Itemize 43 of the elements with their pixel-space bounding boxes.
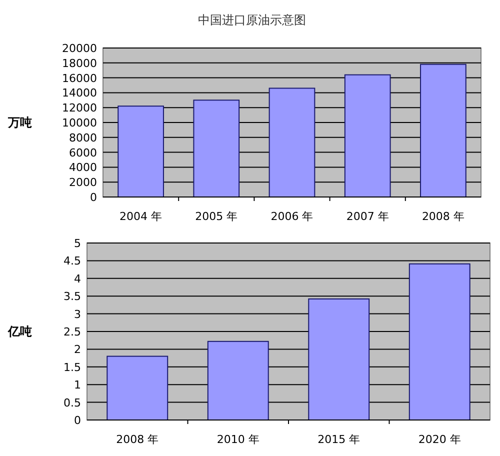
y-axis-title: 万吨 [7,116,32,130]
x-tick-label: 2005 年 [195,210,238,223]
bar [193,100,240,198]
bar [420,64,466,198]
x-tick-label: 2020 年 [418,433,461,446]
y-tick-label: 0.5 [64,396,81,410]
x-tick-label: 2010 年 [216,433,260,446]
chart-title: 中国进口原油示意图 [198,13,306,27]
bar [408,263,470,420]
y-tick-label: 4000 [69,161,97,174]
x-tick-label: 2006 年 [270,210,314,223]
y-tick-label: 0 [74,414,81,427]
x-tick-label: 2007 年 [346,210,389,223]
bar [344,74,391,198]
y-tick-label: 12000 [62,102,97,115]
y-tick-label: 3.5 [64,290,81,304]
y-tick-label: 10000 [62,116,97,130]
y-tick-label: 8000 [69,131,97,144]
y-tick-label: 20000 [62,42,97,55]
bar [207,340,269,420]
bar [268,88,316,198]
y-tick-label: 0 [90,191,97,204]
x-tick-label: 2008 年 [116,433,159,446]
bar [106,356,168,420]
y-tick-label: 4 [74,272,81,286]
y-tick-label: 3 [74,308,81,321]
y-tick-label: 1 [74,378,81,392]
y-tick-label: 5 [74,237,81,250]
bar [118,106,164,198]
bar [308,298,370,420]
y-axis-title: 亿吨 [7,324,32,338]
y-tick-label: 14000 [62,86,97,100]
y-tick-label: 18000 [62,56,97,70]
y-tick-label: 2.5 [64,326,81,338]
x-tick-label: 2004 年 [120,210,162,223]
y-tick-label: 16000 [62,72,97,85]
y-tick-label: 6000 [69,146,97,160]
y-tick-label: 2000 [69,176,97,190]
y-tick-label: 1.5 [64,360,81,374]
x-tick-label: 2008 年 [422,210,464,223]
y-tick-label: 4.5 [64,254,81,268]
y-tick-label: 2 [74,343,81,356]
x-tick-label: 2015 年 [318,433,360,446]
